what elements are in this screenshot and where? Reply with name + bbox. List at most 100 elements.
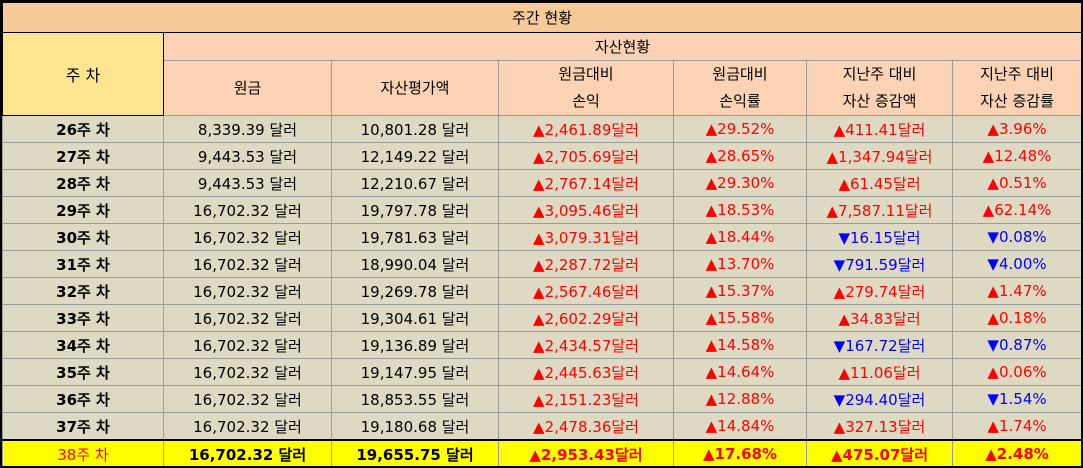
cell-value: 9,443.53 달러 — [197, 147, 298, 166]
weekly-change-cell: ▲327.13달러 — [806, 412, 953, 441]
cell-value: 12.88% — [717, 390, 775, 408]
profit-loss-cell: ▲2,478.36달러 — [498, 412, 674, 441]
col-header-profit-loss-rate: 원금대비 손익률 — [673, 60, 807, 116]
cell-value: 2,767.14달러 — [544, 174, 639, 193]
principal-cell: 16,702.32 달러 — [163, 331, 332, 359]
profit-loss-cell: ▲2,767.14달러 — [498, 169, 674, 197]
cell-value: 9,443.53 달러 — [197, 174, 298, 193]
triangle-up-icon: ▲ — [985, 445, 997, 463]
asset-value-cell: 19,147.95 달러 — [331, 358, 499, 386]
cell-value: 3.96% — [998, 120, 1047, 138]
table-row: 29주 차 16,702.32 달러 19,797.78 달러 ▲3,095.46달러… — [2, 196, 1081, 224]
triangle-up-icon: ▲ — [533, 390, 545, 409]
title-row: 주간 현황 — [2, 2, 1081, 33]
cell-value: 29.30% — [717, 174, 775, 192]
triangle-down-icon: ▼ — [838, 228, 850, 247]
asset-value-cell: 18,853.55 달러 — [331, 385, 499, 413]
triangle-down-icon: ▼ — [987, 228, 999, 246]
triangle-up-icon: ▲ — [533, 201, 545, 220]
cell-value: 1.47% — [998, 282, 1047, 300]
cell-value: 13.70% — [717, 255, 775, 273]
principal-cell: 16,702.32 달러 — [163, 358, 332, 386]
triangle-up-icon: ▲ — [705, 120, 718, 138]
triangle-up-icon: ▲ — [838, 363, 850, 382]
cell-value: 19,180.68 달러 — [360, 417, 470, 436]
cell-value: 8,339.39 달러 — [197, 120, 298, 139]
weekly-change-cell: ▲7,587.11달러 — [806, 196, 953, 224]
table-title: 주간 현황 — [2, 2, 1081, 33]
week-cell: 32주 차 — [2, 277, 164, 305]
triangle-up-icon: ▲ — [833, 120, 846, 139]
triangle-down-icon: ▼ — [987, 255, 999, 273]
weekly-change-rate-cell: ▲12.48% — [951, 142, 1081, 170]
week-cell: 36주 차 — [2, 385, 164, 413]
cell-value: 327.13달러 — [845, 417, 926, 436]
cell-value: 19,136.89 달러 — [360, 336, 470, 355]
week-cell: 26주 차 — [2, 115, 164, 143]
triangle-up-icon: ▲ — [982, 147, 995, 165]
principal-cell: 16,702.32 달러 — [163, 277, 332, 305]
triangle-up-icon: ▲ — [826, 201, 839, 220]
triangle-up-icon: ▲ — [533, 309, 545, 328]
principal-cell: 16,702.32 달러 — [163, 412, 332, 441]
weekly-change-rate-cell: ▲1.74% — [951, 412, 1081, 441]
principal-cell: 16,702.32 달러 — [163, 250, 332, 278]
profit-loss-cell: ▲2,953.43달러 — [498, 439, 674, 466]
table-row: 30주 차 16,702.32 달러 19,781.63 달러 ▲3,079.31달러… — [2, 223, 1081, 251]
principal-cell: 16,702.32 달러 — [163, 439, 332, 466]
profit-loss-cell: ▲2,705.69달러 — [498, 142, 674, 170]
triangle-up-icon: ▲ — [838, 309, 850, 328]
triangle-up-icon: ▲ — [702, 445, 715, 463]
cell-value: 2,287.72달러 — [544, 255, 639, 274]
profit-loss-rate-cell: ▲17.68% — [673, 439, 807, 466]
table-row: 34주 차 16,702.32 달러 19,136.89 달러 ▲2,434.57달러… — [2, 331, 1081, 359]
cell-value: 19,304.61 달러 — [360, 309, 470, 328]
cell-value: 411.41달러 — [845, 120, 926, 139]
triangle-up-icon: ▲ — [533, 174, 545, 193]
weekly-change-rate-cell: ▲0.06% — [951, 358, 1081, 386]
week-cell: 27주 차 — [2, 142, 164, 170]
triangle-up-icon: ▲ — [987, 120, 999, 138]
cell-value: 14.84% — [717, 417, 775, 435]
triangle-up-icon: ▲ — [826, 147, 839, 166]
cell-value: 16,702.32 달러 — [193, 390, 302, 409]
weekly-change-rate-cell: ▲2.48% — [951, 439, 1081, 466]
cell-value: 2,461.89달러 — [544, 120, 639, 139]
cell-value: 791.59달러 — [845, 255, 926, 274]
weekly-change-cell: ▼167.72달러 — [806, 331, 953, 359]
table-row: 28주 차 9,443.53 달러 12,210.67 달러 ▲2,767.14달러 ▲… — [2, 169, 1081, 197]
cell-value: 3,079.31달러 — [544, 228, 639, 247]
cell-value: 19,797.78 달러 — [360, 201, 470, 220]
weekly-change-rate-cell: ▲62.14% — [951, 196, 1081, 224]
cell-value: 62.14% — [994, 201, 1052, 219]
principal-cell: 9,443.53 달러 — [163, 169, 332, 197]
profit-loss-rate-cell: ▲15.37% — [673, 277, 807, 305]
principal-cell: 16,702.32 달러 — [163, 304, 332, 332]
cell-value: 14.58% — [717, 336, 775, 354]
triangle-up-icon: ▲ — [533, 147, 545, 166]
cell-value: 14.64% — [717, 363, 775, 381]
col-header-weekly-change: 지난주 대비 자산 증감액 — [806, 60, 953, 116]
weekly-change-cell: ▼791.59달러 — [806, 250, 953, 278]
cell-value: 0.18% — [998, 309, 1047, 327]
cell-value: 2,151.23달러 — [544, 390, 639, 409]
cell-value: 475.07달러 — [842, 445, 929, 464]
triangle-down-icon: ▼ — [987, 336, 999, 354]
cell-value: 12,149.22 달러 — [360, 147, 470, 166]
profit-loss-cell: ▲2,445.63달러 — [498, 358, 674, 386]
cell-value: 2,602.29달러 — [544, 309, 639, 328]
header-row-2: 원금 자산평가액 원금대비 손익 원금대비 손익률 지난주 대비 자산 증감액 지난주… — [3, 60, 1081, 116]
triangle-up-icon: ▲ — [705, 201, 718, 219]
profit-loss-rate-cell: ▲14.64% — [673, 358, 807, 386]
weekly-change-cell: ▼294.40달러 — [806, 385, 953, 413]
profit-loss-rate-cell: ▲12.88% — [673, 385, 807, 413]
week-cell: 28주 차 — [2, 169, 164, 197]
cell-value: 28.65% — [717, 147, 775, 165]
week-cell: 35주 차 — [2, 358, 164, 386]
asset-value-cell: 12,149.22 달러 — [331, 142, 499, 170]
col-header-weekly-change-rate: 지난주 대비 자산 증감률 — [951, 60, 1081, 116]
triangle-up-icon: ▲ — [705, 336, 718, 354]
triangle-up-icon: ▲ — [533, 417, 545, 436]
asset-value-cell: 19,304.61 달러 — [331, 304, 499, 332]
principal-cell: 16,702.32 달러 — [163, 223, 332, 251]
